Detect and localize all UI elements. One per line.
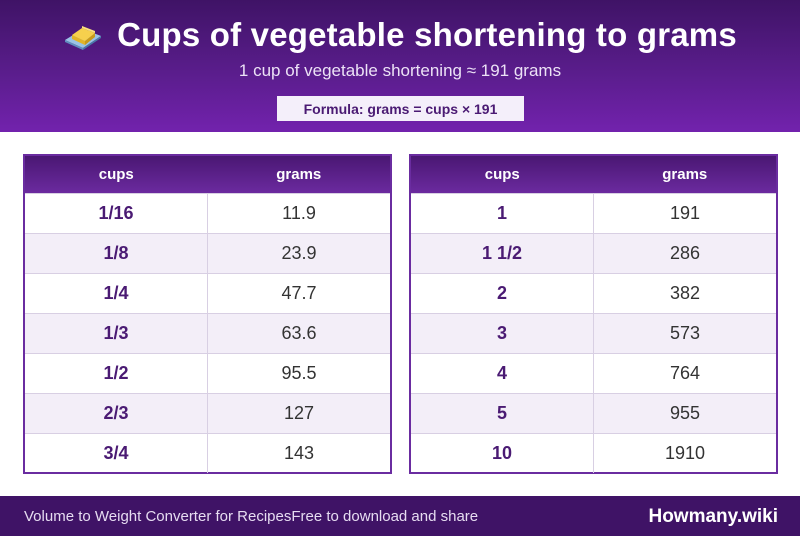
table-row: 3/4 143 — [25, 433, 390, 473]
cups-cell: 5 — [411, 394, 594, 433]
grams-cell: 47.7 — [281, 283, 317, 303]
grams-cell: 11.9 — [282, 203, 316, 223]
grams-cell: 382 — [669, 283, 701, 303]
table-row: 10 1910 — [411, 433, 776, 473]
grams-cell: 143 — [283, 443, 315, 463]
conversion-table-right: cups grams 1 191 1 1/2 286 2 382 3 573 4… — [409, 154, 778, 474]
title-row: Cups of vegetable shortening to grams — [0, 14, 800, 56]
brand-logo-text[interactable]: Howmany.wiki — [648, 506, 778, 527]
footer-converter-text: Volume to Weight Converter for Recipes — [24, 507, 292, 525]
cups-cell: 3/4 — [25, 434, 208, 473]
table-row: 1/3 63.6 — [25, 313, 390, 353]
cups-cell: 1/3 — [25, 314, 208, 353]
cups-cell: 2 — [411, 274, 594, 313]
subtitle: 1 cup of vegetable shortening ≈ 191 gram… — [238, 61, 562, 80]
column-header-cups: cups — [98, 166, 134, 183]
table-row: 1 1/2 286 — [411, 233, 776, 273]
table-row: 1/8 23.9 — [25, 233, 390, 273]
table-header: cups grams — [411, 156, 776, 193]
grams-cell: 286 — [669, 243, 701, 263]
cups-cell: 4 — [411, 354, 594, 393]
grams-cell: 955 — [669, 403, 701, 423]
column-header-grams: grams — [276, 166, 322, 183]
table-row: 4 764 — [411, 353, 776, 393]
grams-cell: 127 — [283, 403, 315, 423]
cups-cell: 1/16 — [25, 194, 208, 233]
table-row: 5 955 — [411, 393, 776, 433]
cups-cell: 2/3 — [25, 394, 208, 433]
table-row: 1 191 — [411, 193, 776, 233]
conversion-table-left: cups grams 1/16 11.9 1/8 23.9 1/4 47.7 1… — [23, 154, 392, 474]
table-row: 1/4 47.7 — [25, 273, 390, 313]
header-banner: Cups of vegetable shortening to grams 1 … — [0, 0, 800, 132]
cups-cell: 1/4 — [25, 274, 208, 313]
formula-badge: Formula: grams = cups × 191 — [277, 96, 524, 121]
cups-cell: 1 — [411, 194, 594, 233]
butter-icon — [65, 26, 102, 50]
grams-cell: 95.5 — [281, 363, 317, 383]
footer-share-text: Free to download and share — [291, 507, 479, 525]
column-header-cups: cups — [484, 166, 520, 183]
table-row: 1/2 95.5 — [25, 353, 390, 393]
table-row: 2/3 127 — [25, 393, 390, 433]
page-title: Cups of vegetable shortening to grams — [117, 16, 737, 53]
footer-bar: Volume to Weight Converter for Recipes Fr… — [0, 496, 800, 536]
cups-cell: 10 — [411, 434, 594, 473]
column-header-grams: grams — [662, 166, 708, 183]
grams-cell: 573 — [669, 323, 701, 343]
table-row: 1/16 11.9 — [25, 193, 390, 233]
table-row: 3 573 — [411, 313, 776, 353]
table-row: 2 382 — [411, 273, 776, 313]
cups-cell: 1/8 — [25, 234, 208, 273]
cups-cell: 1 1/2 — [411, 234, 594, 273]
grams-cell: 23.9 — [281, 243, 317, 263]
grams-cell: 1910 — [664, 443, 706, 463]
cups-cell: 1/2 — [25, 354, 208, 393]
table-header: cups grams — [25, 156, 390, 193]
grams-cell: 63.6 — [281, 323, 317, 343]
cups-cell: 3 — [411, 314, 594, 353]
grams-cell: 191 — [669, 203, 701, 223]
grams-cell: 764 — [669, 363, 701, 383]
